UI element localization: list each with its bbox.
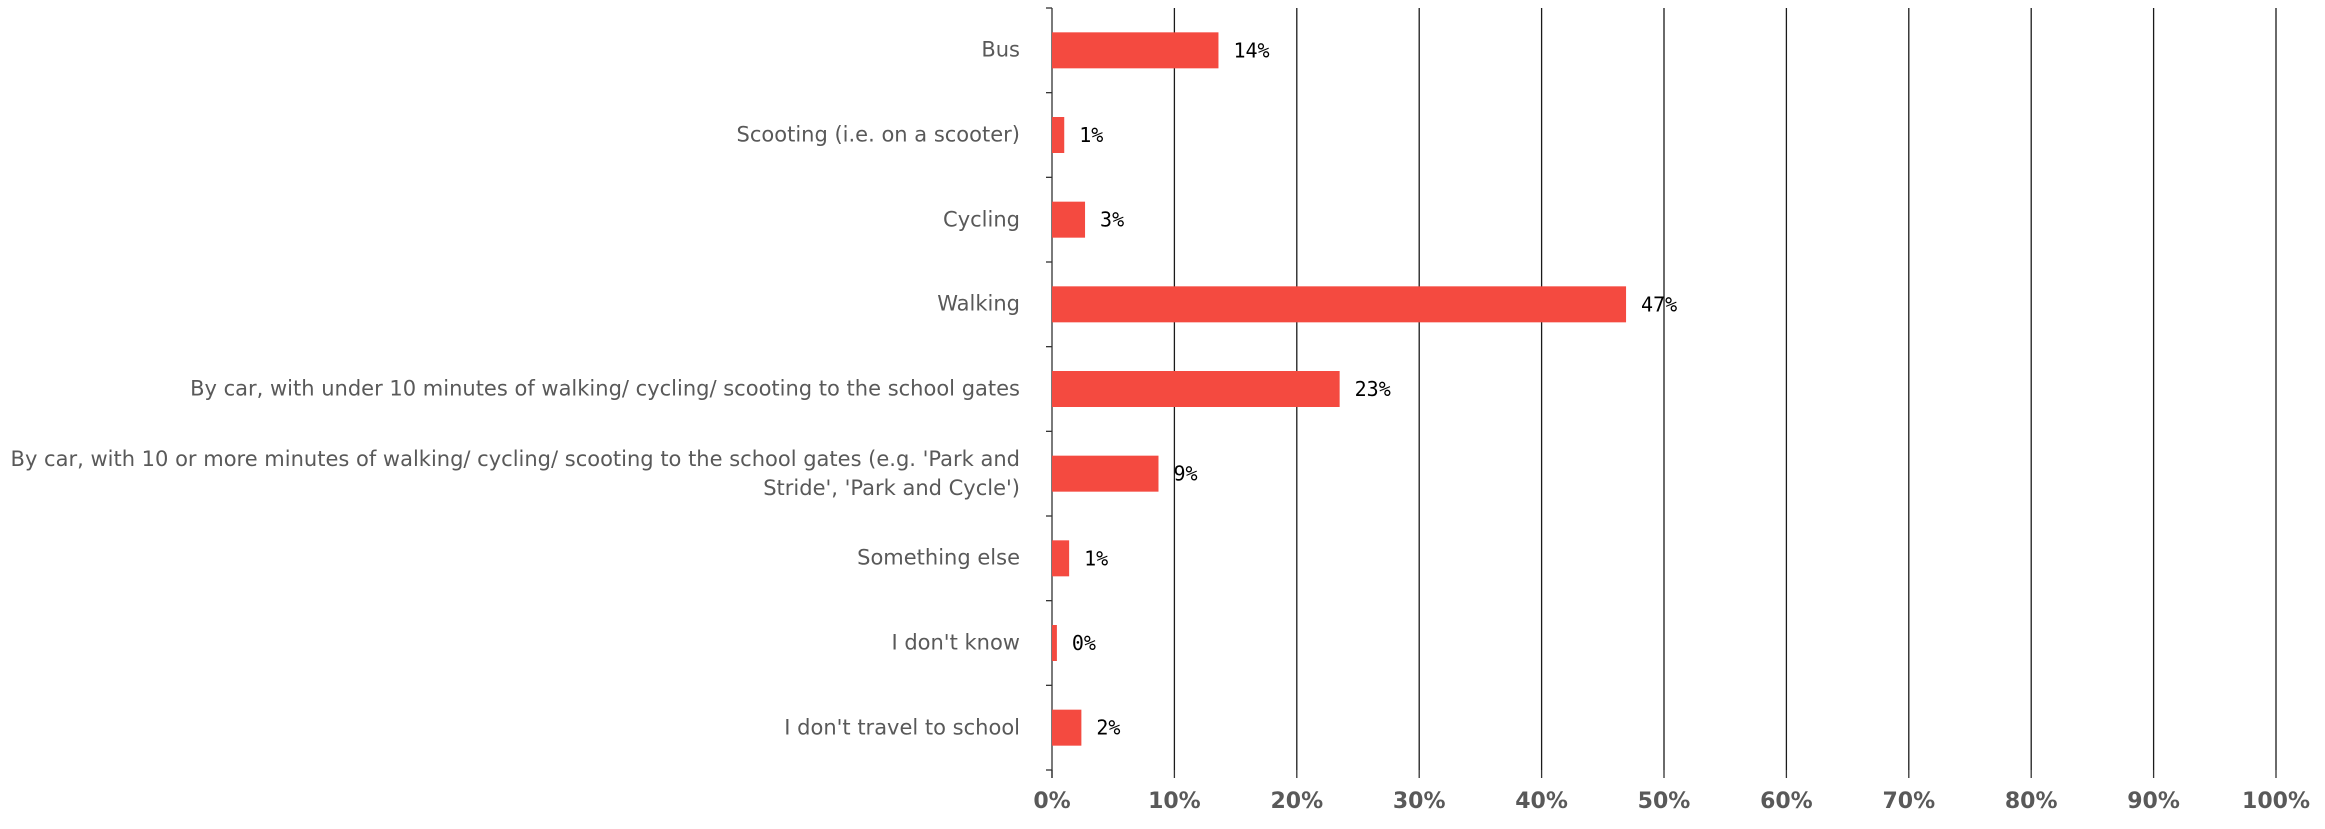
bar [1052, 709, 1082, 746]
x-tick-label: 80% [2005, 789, 2058, 814]
category-label: I don't know [891, 630, 1020, 655]
bar [1052, 117, 1065, 153]
bar [1052, 286, 1627, 323]
data-label: 1% [1079, 123, 1103, 147]
bar [1052, 540, 1070, 577]
category-label: Cycling [943, 207, 1020, 232]
data-label: 2% [1096, 716, 1120, 740]
bar [1052, 32, 1219, 69]
bar [1052, 625, 1057, 661]
x-tick-label: 20% [1270, 789, 1323, 814]
x-tick-label: 100% [2242, 789, 2310, 814]
x-tick-label: 0% [1033, 789, 1070, 814]
data-label: 1% [1084, 546, 1108, 570]
data-label: 3% [1100, 208, 1124, 232]
category-label: Something else [857, 545, 1020, 570]
category-label: By car, with under 10 minutes of walking… [190, 376, 1020, 401]
x-tick-label: 90% [2127, 789, 2180, 814]
x-tick-label: 70% [1882, 789, 1935, 814]
bar [1052, 371, 1340, 407]
bar [1052, 201, 1086, 238]
x-tick-label: 10% [1148, 789, 1201, 814]
data-label: 23% [1355, 377, 1391, 401]
x-tick-label: 50% [1638, 789, 1691, 814]
data-label: 14% [1233, 38, 1269, 62]
category-label: Bus [981, 37, 1020, 62]
bar [1052, 455, 1159, 492]
data-label: 9% [1173, 462, 1197, 486]
category-label: I don't travel to school [784, 715, 1020, 740]
category-label: Scooting (i.e. on a scooter) [736, 122, 1020, 147]
x-tick-label: 40% [1515, 789, 1568, 814]
category-label: Walking [937, 291, 1020, 316]
data-label: 47% [1641, 292, 1677, 316]
x-tick-label: 30% [1393, 789, 1446, 814]
x-tick-label: 60% [1760, 789, 1813, 814]
category-label: By car, with 10 or more minutes of walki… [10, 446, 1020, 500]
data-label: 0% [1072, 631, 1096, 655]
